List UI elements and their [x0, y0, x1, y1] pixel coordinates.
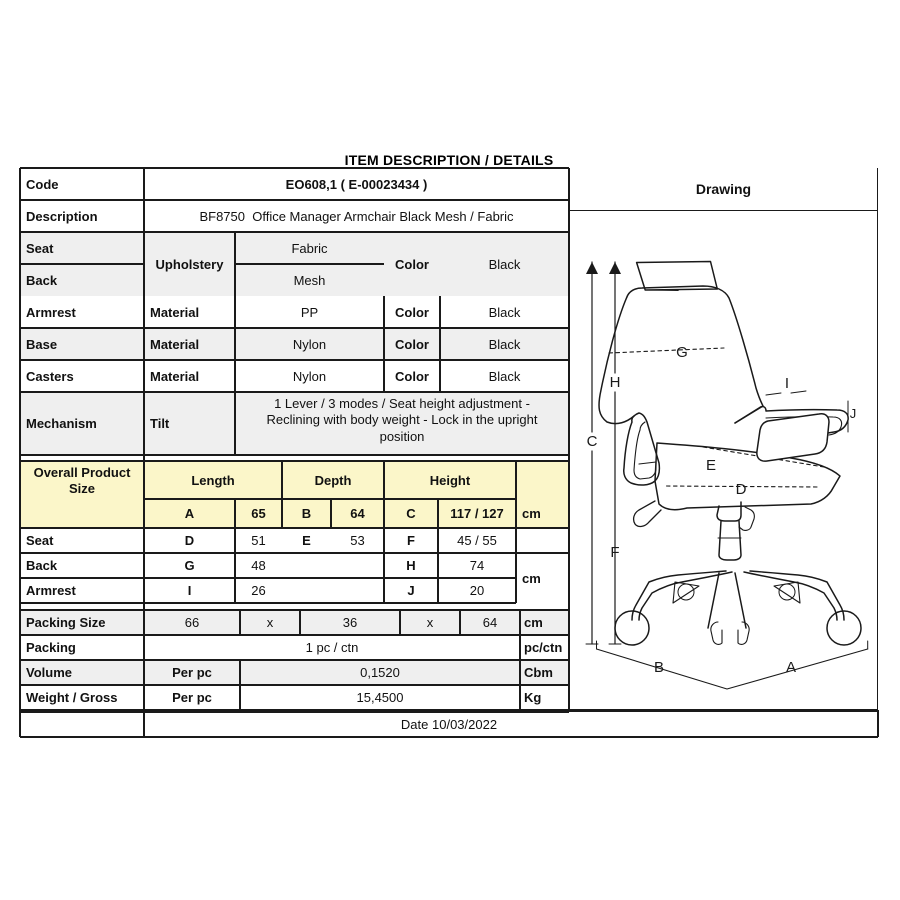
svg-text:A: A: [786, 659, 796, 676]
svg-text:E: E: [706, 457, 716, 474]
svg-text:G: G: [676, 344, 688, 361]
svg-text:H: H: [610, 374, 621, 391]
svg-text:B: B: [654, 659, 664, 676]
svg-text:C: C: [587, 433, 598, 450]
svg-text:F: F: [610, 544, 619, 561]
svg-text:D: D: [736, 481, 747, 498]
svg-text:J: J: [850, 406, 857, 421]
svg-text:I: I: [785, 375, 789, 392]
